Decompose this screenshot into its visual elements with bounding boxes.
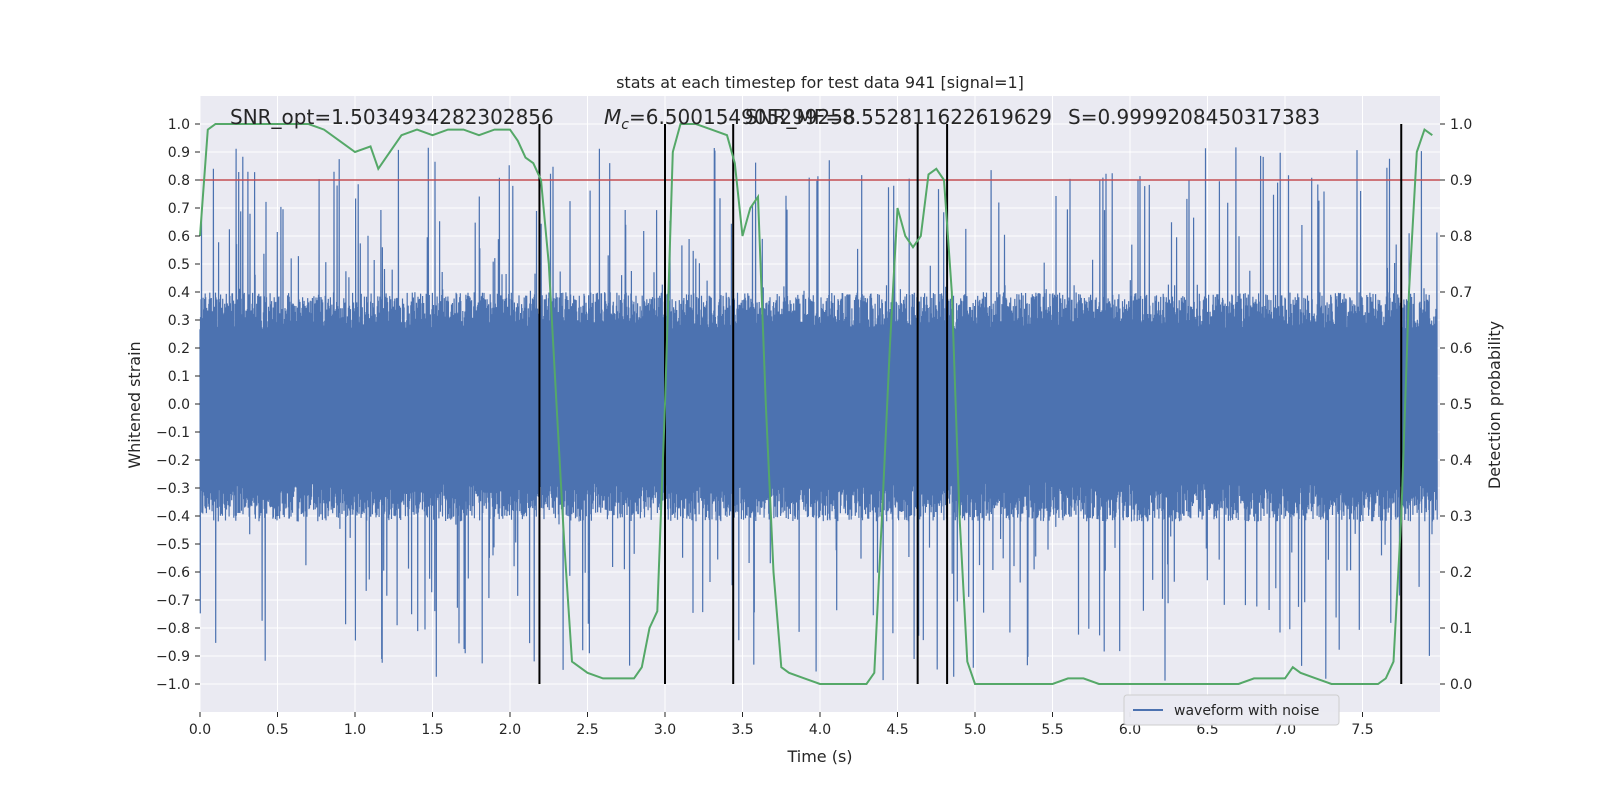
x-tick-label: 5.0 bbox=[964, 722, 986, 738]
y2-tick-label: 0.7 bbox=[1450, 285, 1472, 301]
waveform-series bbox=[199, 147, 1438, 681]
y-tick-label: 0.9 bbox=[168, 145, 190, 161]
y-tick-label: 0.8 bbox=[168, 173, 190, 189]
y-tick-label: −0.3 bbox=[156, 481, 190, 497]
legend-box bbox=[1123, 694, 1340, 726]
chirp-mass-value: =6.500154905299258 bbox=[629, 105, 856, 129]
y2-tick-label: 0.4 bbox=[1450, 453, 1472, 469]
y-tick-label: 0.1 bbox=[168, 369, 190, 385]
x-tick-label: 0.0 bbox=[189, 722, 211, 738]
x-tick-label: 7.0 bbox=[1274, 722, 1296, 738]
y2-axis-ticks: 0.0 0.1 0.2 0.3 0.4 0.5 0.6 0.7 0.8 0.9 1.0 bbox=[1440, 117, 1472, 693]
legend-label-waveform: waveform with noise bbox=[1174, 703, 1319, 719]
y-tick-label: 0.5 bbox=[168, 257, 190, 273]
x-tick-label: 0.5 bbox=[266, 722, 288, 738]
x-tick-label: 3.5 bbox=[731, 722, 753, 738]
annotation-chirp-mass: Mc=6.500154905299258 bbox=[604, 105, 856, 133]
y2-tick-label: 0.1 bbox=[1450, 621, 1472, 637]
annotation-snr-opt: SNR_opt=1.5034934282302856 bbox=[230, 105, 554, 129]
y-tick-label: −0.4 bbox=[156, 509, 190, 525]
x-axis-ticks: 0.0 0.5 1.0 1.5 2.0 2.5 3.0 3.5 4.0 4.5 5.0 5.5 6.0 6… bbox=[189, 712, 1374, 738]
y2-tick-label: 0.9 bbox=[1450, 173, 1472, 189]
x-tick-label: 4.5 bbox=[886, 722, 908, 738]
y2-tick-label: 0.8 bbox=[1450, 229, 1472, 245]
x-tick-label: 3.0 bbox=[654, 722, 676, 738]
x-tick-label: 2.0 bbox=[499, 722, 521, 738]
x-tick-label: 5.5 bbox=[1041, 722, 1063, 738]
annotation-s: S=0.9999208450317383 bbox=[1068, 105, 1320, 129]
probability-line bbox=[199, 123, 1433, 685]
y2-tick-label: 0.6 bbox=[1450, 341, 1472, 357]
y-tick-label: −0.6 bbox=[156, 565, 190, 581]
legend: waveform with noise bbox=[1123, 694, 1340, 726]
y-tick-label: −0.1 bbox=[156, 425, 190, 441]
y2-tick-label: 0.0 bbox=[1450, 677, 1472, 693]
annotation-snr-mf: SNR_MF=8.552811622619629 bbox=[745, 105, 1052, 129]
y-tick-label: 1.0 bbox=[168, 117, 190, 133]
y-tick-label: 0.3 bbox=[168, 313, 190, 329]
y-tick-label: 0.6 bbox=[168, 229, 190, 245]
y-tick-label: 0.7 bbox=[168, 201, 190, 217]
y2-tick-label: 1.0 bbox=[1450, 117, 1472, 133]
y2-tick-label: 0.5 bbox=[1450, 397, 1472, 413]
y-tick-label: −0.2 bbox=[156, 453, 190, 469]
y2-tick-label: 0.3 bbox=[1450, 509, 1472, 525]
x-tick-label: 6.5 bbox=[1196, 722, 1218, 738]
x-tick-label: 7.5 bbox=[1351, 722, 1373, 738]
y-tick-label: 0.4 bbox=[168, 285, 190, 301]
chirp-mass-subscript: c bbox=[621, 117, 629, 133]
x-tick-label: 2.5 bbox=[576, 722, 598, 738]
y-tick-label: 0.2 bbox=[168, 341, 190, 357]
annotations: SNR_opt=1.5034934282302856 Mc=6.50015490… bbox=[230, 105, 1320, 133]
y2-axis-label: Detection probability bbox=[1485, 321, 1504, 489]
x-tick-label: 4.0 bbox=[809, 722, 831, 738]
x-axis-label: Time (s) bbox=[786, 747, 852, 766]
y-tick-label: −0.7 bbox=[156, 593, 190, 609]
y-tick-label: −0.9 bbox=[156, 649, 190, 665]
y-tick-label: −0.5 bbox=[156, 537, 190, 553]
y-axis-ticks: −1.0 −0.9 −0.8 −0.7 −0.6 −0.5 −0.4 −0.3 −0.2 −0.1… bbox=[156, 117, 200, 693]
x-tick-label: 1.5 bbox=[421, 722, 443, 738]
detection-probability-series bbox=[199, 123, 1433, 685]
chirp-mass-symbol: M bbox=[604, 105, 621, 129]
y2-tick-label: 0.2 bbox=[1450, 565, 1472, 581]
y-axis-label: Whitened strain bbox=[125, 341, 144, 468]
y-tick-label: −1.0 bbox=[156, 677, 190, 693]
y-tick-label: 0.0 bbox=[168, 397, 190, 413]
x-tick-label: 6.0 bbox=[1119, 722, 1141, 738]
y-tick-label: −0.8 bbox=[156, 621, 190, 637]
vertical-markers bbox=[538, 124, 1403, 684]
waveform-line bbox=[199, 147, 1438, 681]
x-tick-label: 1.0 bbox=[344, 722, 366, 738]
chart-title: stats at each timestep for test data 941… bbox=[616, 73, 1024, 92]
